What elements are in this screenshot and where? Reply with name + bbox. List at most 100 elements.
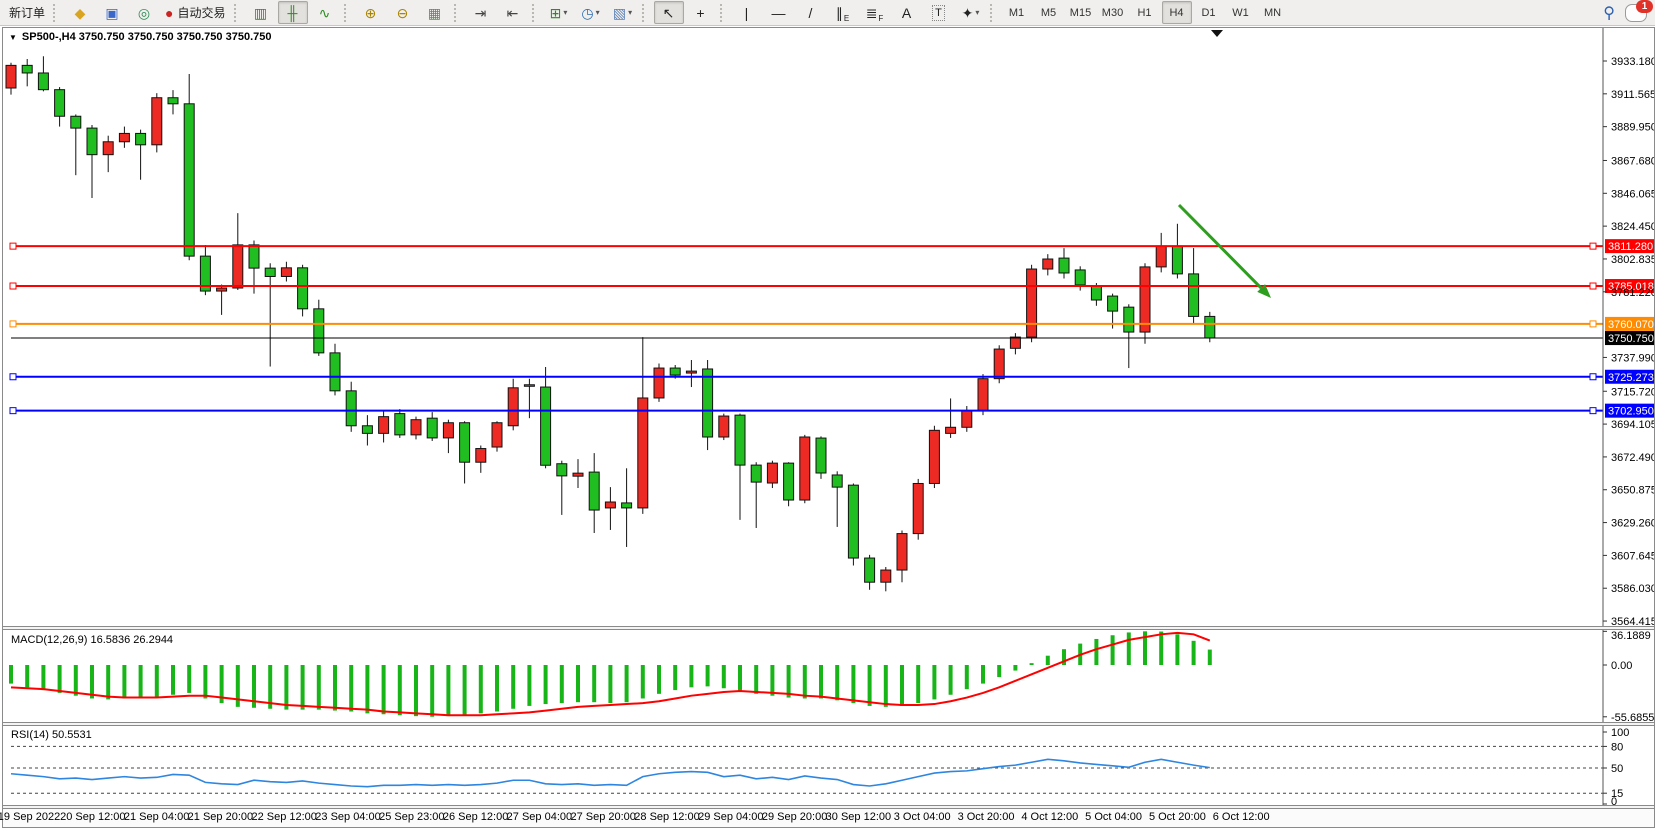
add-indicator-icon[interactable]: ⊞ ▾ (544, 1, 574, 24)
pane-separator[interactable] (3, 722, 1654, 726)
chart-shift-icon[interactable]: ⇥ (466, 1, 496, 24)
timeframe-m15-label: M15 (1069, 6, 1092, 19)
period-icon[interactable]: ◷ ▾ (576, 1, 606, 24)
candle (604, 501, 616, 509)
candle (637, 397, 649, 509)
toolbar-grip[interactable] (453, 3, 463, 22)
bid-price-line-price-tag-label: 3750.750 (1608, 333, 1654, 345)
horizontal-line-icon[interactable]: — (764, 1, 794, 24)
resistance-line-2-handle[interactable] (9, 282, 17, 290)
zoom-in-icon[interactable]: ⊕ (356, 1, 386, 24)
trend-arrow-head[interactable] (1257, 284, 1271, 298)
bid-price-line-price-tag (1605, 331, 1654, 346)
timeframe-d1[interactable]: D1 (1194, 1, 1224, 24)
candlestick-chart-icon[interactable]: ╫ (277, 1, 308, 24)
candle (977, 378, 989, 412)
support-line-1-handle[interactable] (1589, 373, 1597, 381)
fibonacci-icon[interactable]: ≣ F (860, 1, 890, 24)
auto-scroll-icon[interactable]: ⇤ (498, 1, 528, 24)
candle (799, 436, 811, 501)
resistance-line-1-handle[interactable] (9, 242, 17, 250)
gold-icon[interactable]: ◆ (65, 1, 95, 24)
channel-icon[interactable]: ∥ E (828, 1, 858, 24)
crosshair-icon[interactable]: + (686, 1, 716, 24)
add-indicator-icon-caret[interactable]: ▾ (563, 8, 568, 17)
candlestick-chart-icon: ╫ (287, 4, 298, 21)
arrows-icon-caret[interactable]: ▾ (975, 8, 980, 17)
timeframe-m5[interactable]: M5 (1034, 1, 1064, 24)
template-icon-caret[interactable]: ▾ (628, 8, 633, 17)
resistance-line-1-handle[interactable] (1589, 242, 1597, 250)
timeframe-w1[interactable]: W1 (1226, 1, 1256, 24)
chat-icon[interactable]: 1 (1625, 0, 1653, 22)
date-axis-label: 20 Sep 12:00 (60, 811, 126, 823)
toolbar-grip[interactable] (719, 3, 729, 22)
bar-chart-icon: ▥ (253, 4, 268, 21)
tile-windows-icon: ▦ (427, 4, 442, 21)
support-line-2-handle[interactable] (1589, 407, 1597, 415)
candle (750, 464, 762, 483)
resistance-line-2-handle[interactable] (1589, 282, 1597, 290)
toolbar-grip[interactable] (343, 3, 353, 22)
candle (118, 132, 130, 143)
timeframe-h4[interactable]: H4 (1161, 1, 1192, 24)
rsi-tick-label: 50 (1611, 763, 1623, 775)
pivot-line-handle[interactable] (1589, 320, 1597, 328)
date-axis-label: 23 Sep 04:00 (315, 811, 381, 823)
cursor-icon[interactable]: ↖ (653, 1, 684, 24)
pane-separator[interactable] (3, 805, 1654, 809)
search-icon[interactable]: ⚲ (1603, 4, 1615, 22)
channel-icon-sub: E (843, 14, 850, 23)
template-icon[interactable]: ▧ ▾ (608, 1, 638, 24)
candle (199, 255, 211, 292)
candle (1155, 245, 1167, 268)
toolbar-grip[interactable] (641, 3, 651, 22)
toolbar-grip[interactable] (53, 3, 62, 22)
date-axis-label: 5 Oct 20:00 (1148, 811, 1206, 823)
zoom-out-icon[interactable]: ⊖ (388, 1, 418, 24)
signals-icon[interactable]: ◎ (129, 1, 159, 24)
candle (734, 414, 746, 466)
toolbar-grip[interactable] (531, 3, 541, 22)
candle (669, 367, 681, 376)
bar-chart-icon[interactable]: ▥ (246, 1, 276, 24)
terminal-icon[interactable]: ▣ (97, 1, 127, 24)
date-axis-label: 25 Sep 23:00 (379, 811, 445, 823)
timeframe-mn[interactable]: MN (1258, 1, 1288, 24)
support-line-2-handle[interactable] (9, 407, 17, 415)
arrows-icon[interactable]: ✦ ▾ (956, 1, 986, 24)
candle (961, 410, 973, 428)
toolbar-grip[interactable] (989, 3, 999, 22)
zoom-out-icon: ⊖ (396, 4, 409, 21)
resistance-line-1-price-tag-label: 3811.280 (1608, 241, 1653, 253)
candle (507, 387, 519, 427)
support-line-1-handle[interactable] (9, 373, 17, 381)
tile-windows-icon[interactable]: ▦ (420, 1, 450, 24)
vertical-line-icon[interactable]: | (732, 1, 762, 24)
candle (621, 502, 633, 509)
chart-menu-dropdown-icon[interactable]: ▼ (9, 32, 17, 42)
candle (572, 472, 584, 477)
trendline-icon[interactable]: / (796, 1, 826, 24)
text-label-icon[interactable]: T (924, 1, 954, 24)
period-icon: ◷ (581, 4, 594, 21)
resistance-line-1-price-tag (1605, 239, 1654, 254)
period-icon-caret[interactable]: ▾ (595, 8, 600, 17)
timeframe-m30[interactable]: M30 (1098, 1, 1128, 24)
candle (21, 64, 33, 74)
text-icon[interactable]: A (892, 1, 922, 24)
line-chart-icon[interactable]: ∿ (310, 1, 340, 24)
pane-separator[interactable] (3, 626, 1654, 630)
candle (167, 97, 179, 105)
macd-tick-label: 36.1889 (1611, 630, 1651, 642)
timeframe-h1[interactable]: H1 (1130, 1, 1160, 24)
timeframe-m15[interactable]: M15 (1066, 1, 1096, 24)
autotrade-button[interactable]: ● 自动交易 (161, 1, 229, 24)
pivot-line-handle[interactable] (9, 320, 17, 328)
timeframe-m1[interactable]: M1 (1002, 1, 1032, 24)
trend-arrow-object[interactable] (1177, 203, 1263, 290)
toolbar-grip[interactable] (233, 3, 243, 22)
candle (54, 89, 66, 117)
date-axis-label: 29 Sep 04:00 (698, 811, 764, 823)
new-order-button[interactable]: 新订单 (1, 1, 49, 24)
